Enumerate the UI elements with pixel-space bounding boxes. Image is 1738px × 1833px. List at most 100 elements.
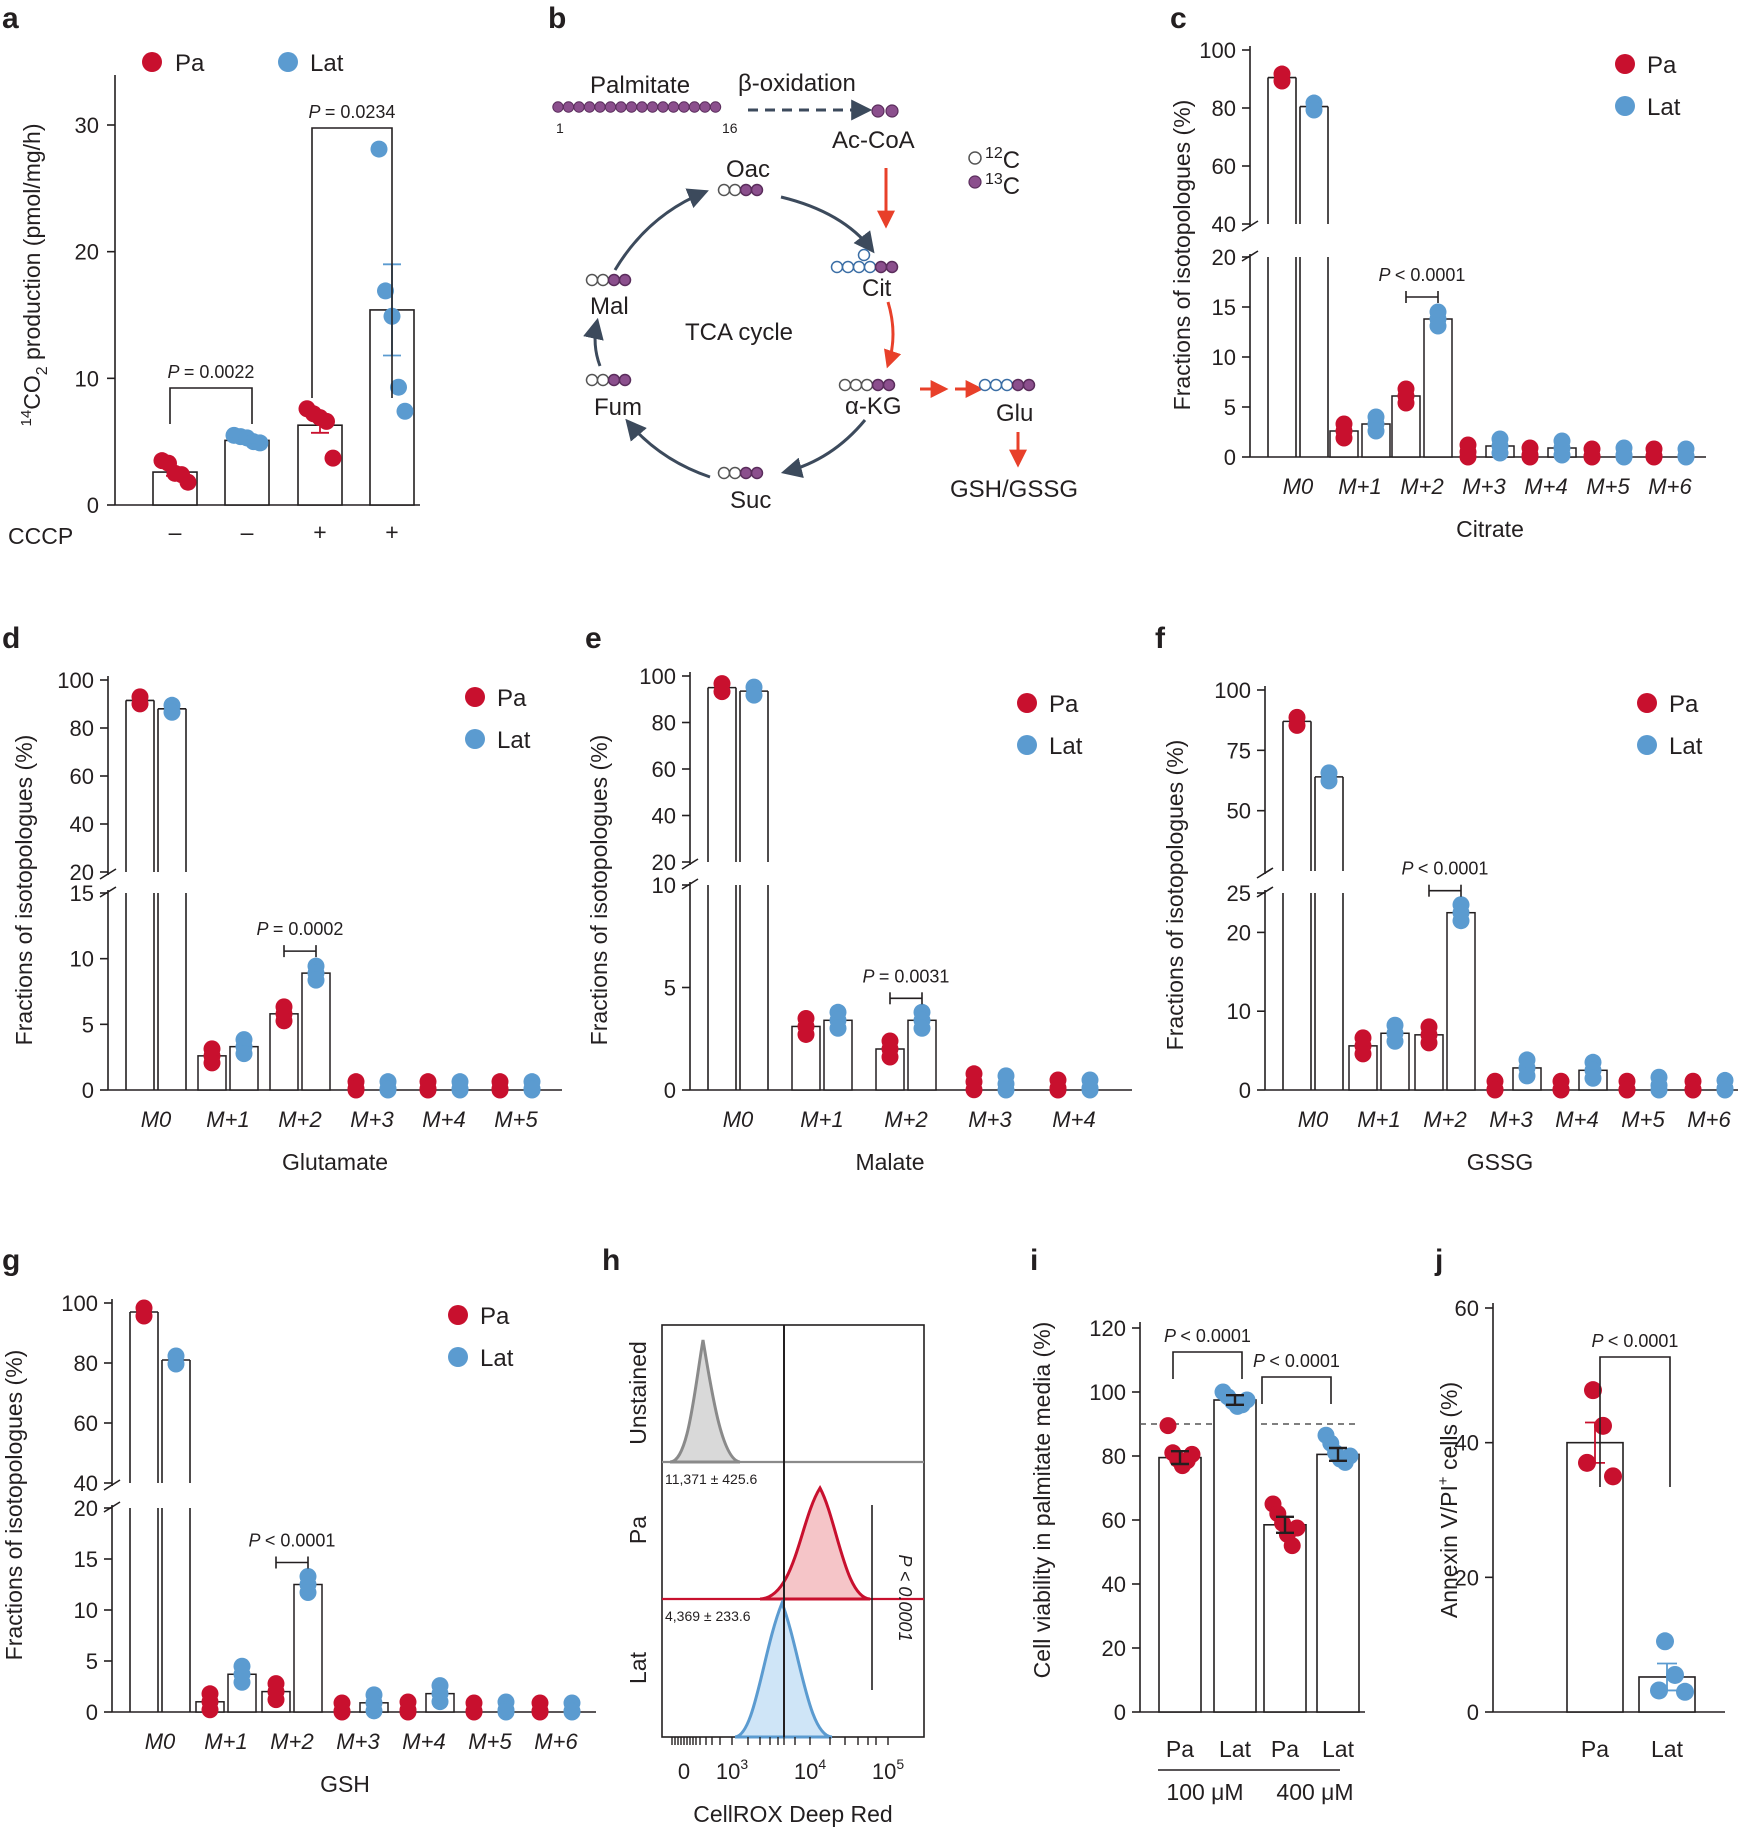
f-p-value: P < 0.0001 xyxy=(1402,859,1489,879)
b-13c-legend: 13C xyxy=(985,171,1020,200)
a-point xyxy=(396,402,414,420)
a-point xyxy=(179,473,197,491)
c-ytick-label: 80 xyxy=(1212,96,1236,121)
g-point-pa xyxy=(465,1703,483,1721)
b-cit-to-akg-arrow xyxy=(884,301,902,369)
b-fum-carbon xyxy=(596,373,610,387)
b-palmitate-carbon xyxy=(646,101,659,113)
c-xlabel: Citrate xyxy=(1456,516,1524,542)
c-point-lat xyxy=(1677,448,1695,466)
d-ytick-label: 0 xyxy=(82,1078,94,1103)
b-glu-carbon xyxy=(1000,378,1014,392)
d-ytick-label: 5 xyxy=(82,1012,94,1037)
i-condition-400: 400 μM xyxy=(1276,1779,1353,1805)
c-xtick-label: M+4 xyxy=(1524,474,1567,499)
e-xtick-label: M+4 xyxy=(1052,1107,1095,1132)
i-p-value: P < 0.0001 xyxy=(1164,1326,1251,1346)
f-legend-pa-dot xyxy=(1637,693,1657,713)
c-xtick-label: M+2 xyxy=(1400,474,1443,499)
g-point-lat xyxy=(299,1584,317,1601)
h-minor-ticks xyxy=(671,1737,889,1745)
d-xtick-label: M+3 xyxy=(350,1107,394,1132)
e-point-pa xyxy=(1049,1081,1067,1099)
b-glu-carbon xyxy=(978,378,992,392)
g-xtick-label: M+3 xyxy=(336,1729,380,1754)
g-xlabel: GSH xyxy=(320,1771,370,1797)
a-ylabel: 14CO2 production (pmol/mg/h) xyxy=(18,124,51,427)
d-ytick-label: 80 xyxy=(70,716,94,741)
g-ylabel: Fractions of isotopologues (%) xyxy=(1,1350,27,1661)
c-point-lat xyxy=(1491,444,1509,462)
f-ytick-label: 20 xyxy=(1227,920,1251,945)
f-ytick-label: 100 xyxy=(1214,678,1251,703)
f-xtick-label: M+5 xyxy=(1621,1107,1665,1132)
f-point-pa xyxy=(1552,1081,1570,1099)
j-p-value: P < 0.0001 xyxy=(1592,1331,1679,1351)
e-ytick-label: 0 xyxy=(664,1078,676,1103)
g-point-lat xyxy=(167,1355,185,1373)
b-suc-carbon xyxy=(750,466,764,480)
b-carbon-16-label: 16 xyxy=(722,120,738,136)
e-legend-pa-dot xyxy=(1017,693,1037,713)
e-ytick-label: 20 xyxy=(652,850,676,875)
f-axis-break xyxy=(1256,867,1274,898)
c-ytick-label: 60 xyxy=(1212,154,1236,179)
b-palmitate-carbon xyxy=(552,101,564,113)
f-legend-lat: Lat xyxy=(1669,733,1703,760)
g-point-pa xyxy=(531,1703,549,1721)
i-bar xyxy=(1263,1524,1307,1713)
d-ytick-label: 20 xyxy=(70,860,94,885)
b-glu-carbon xyxy=(1022,378,1036,392)
b-fum-carbon xyxy=(618,373,632,387)
b-cit-carbon xyxy=(857,248,871,262)
b-akg-carbon xyxy=(871,378,885,392)
f-xtick-label: M0 xyxy=(1298,1107,1329,1132)
g-point-pa xyxy=(201,1701,219,1719)
g-ytick-label: 80 xyxy=(74,1351,98,1376)
d-axis-break xyxy=(99,868,117,898)
b-mal-carbon xyxy=(596,273,610,287)
b-akg-to-suc-arrow xyxy=(780,419,867,479)
g-ytick-label: 0 xyxy=(86,1700,98,1725)
panel-letter-e: e xyxy=(585,622,602,655)
e-point-pa xyxy=(965,1081,983,1099)
b-mal-carbon xyxy=(585,273,599,287)
g-xtick-label: M+6 xyxy=(534,1729,578,1754)
a-legend-pa: Pa xyxy=(175,50,205,77)
panel-h-flow: P < 0.0001 11,371 ± 425.6 4,369 ± 233.6 … xyxy=(625,1324,925,1827)
i-ytick-label: 0 xyxy=(1114,1700,1126,1725)
b-accoa-label: Ac-CoA xyxy=(832,127,915,154)
b-glu-carbon xyxy=(989,378,1003,392)
b-fum-label: Fum xyxy=(594,394,642,421)
b-beta-oxidation-label: β-oxidation xyxy=(738,70,856,97)
e-ytick-label: 10 xyxy=(652,873,676,898)
f-point-lat xyxy=(1584,1069,1602,1087)
j-point xyxy=(1584,1381,1602,1400)
f-point-pa xyxy=(1618,1081,1636,1099)
g-xtick-label: M0 xyxy=(145,1729,176,1754)
a-cccp-label: CCCP xyxy=(8,523,73,549)
e-point-lat xyxy=(997,1081,1015,1099)
d-xlabel: Glutamate xyxy=(282,1149,388,1175)
e-xtick-label: M+1 xyxy=(800,1107,843,1132)
f-point-pa xyxy=(1354,1045,1372,1063)
c-point-pa xyxy=(1459,448,1477,466)
d-bar xyxy=(301,972,331,1091)
b-oac-label: Oac xyxy=(726,156,770,183)
d-legend-pa-dot xyxy=(465,687,485,707)
panel-b-diagram: Palmitate β-oxidation 1 16 Ac-CoA 12C 13… xyxy=(552,70,1078,514)
c-xtick-label: M+5 xyxy=(1586,474,1630,499)
b-suc-carbon xyxy=(717,466,731,480)
e-ytick-label: 100 xyxy=(639,664,676,689)
panel-letter-g: g xyxy=(2,1244,20,1277)
d-legend-lat-dot xyxy=(465,729,485,749)
b-palmitate-carbon xyxy=(709,101,722,113)
c-bar xyxy=(1423,318,1453,458)
j-group-label: Pa xyxy=(1581,1736,1609,1762)
f-legend-lat-dot xyxy=(1637,735,1657,755)
i-p-value: P < 0.0001 xyxy=(1253,1351,1340,1371)
d-ytick-label: 40 xyxy=(70,812,94,837)
b-molecule-carbons xyxy=(585,183,1036,480)
d-p-value: P = 0.0002 xyxy=(257,919,344,939)
a-legend-lat: Lat xyxy=(310,50,344,77)
